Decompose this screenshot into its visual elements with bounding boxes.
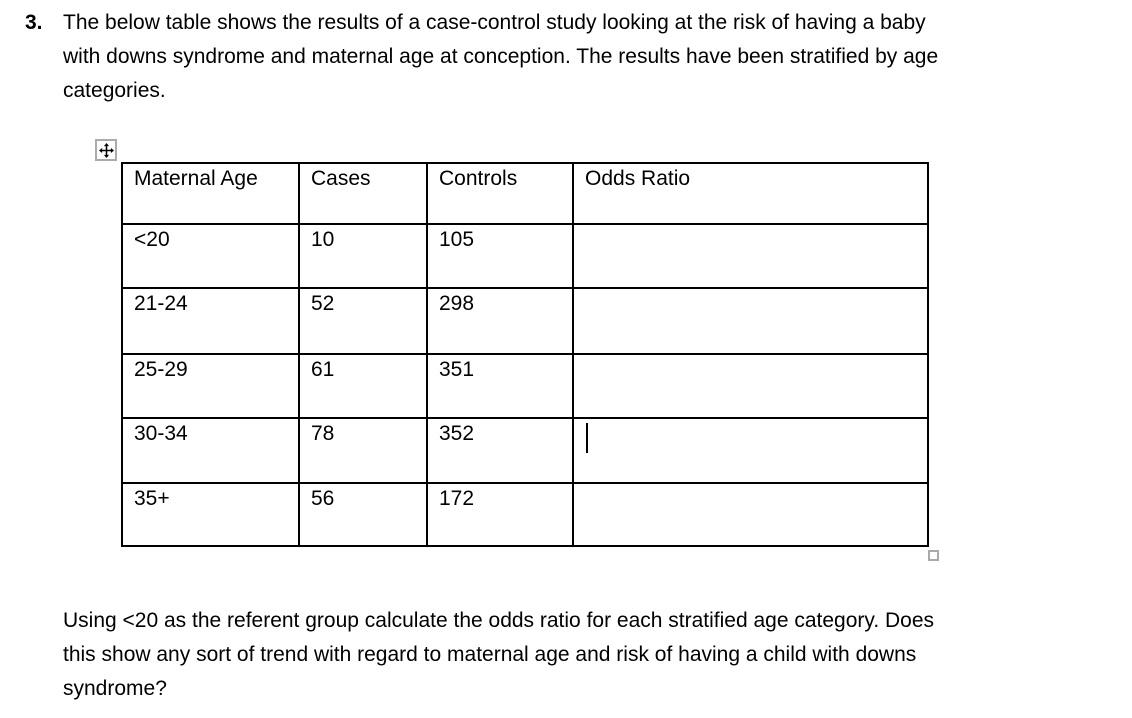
question-number: 3.	[25, 11, 43, 34]
cell-controls[interactable]: 298	[426, 287, 574, 355]
table-header-row: Maternal Age Cases Controls Odds Ratio	[121, 162, 929, 225]
cell-controls[interactable]: 105	[426, 223, 574, 289]
cell-controls[interactable]: 172	[426, 482, 574, 547]
table-row: 21-24 52 298	[121, 287, 929, 355]
question-paragraph: 3. The below table shows the results of …	[25, 6, 938, 108]
table-row: 35+ 56 172	[121, 482, 929, 547]
follow-up-question: Using <20 as the referent group calculat…	[63, 604, 934, 706]
cell-odds-ratio[interactable]	[572, 417, 929, 484]
follow-up-line[interactable]: syndrome?	[63, 677, 167, 700]
cell-controls[interactable]: 352	[426, 417, 574, 484]
table-resize-handle[interactable]	[928, 550, 939, 561]
table-row: 30-34 78 352	[121, 417, 929, 484]
text-cursor	[586, 423, 588, 453]
cell-odds-ratio[interactable]	[572, 353, 929, 419]
table-row: 25-29 61 351	[121, 353, 929, 419]
follow-up-line[interactable]: this show any sort of trend with regard …	[63, 643, 917, 666]
cell-cases[interactable]: 10	[298, 223, 428, 289]
cell-odds-ratio[interactable]	[572, 223, 929, 289]
question-text: The below table shows the results of a c…	[63, 6, 938, 108]
column-header-controls[interactable]: Controls	[426, 162, 574, 225]
cell-cases[interactable]: 52	[298, 287, 428, 355]
table-move-handle[interactable]	[95, 139, 117, 161]
case-control-table: Maternal Age Cases Controls Odds Ratio <…	[121, 162, 929, 547]
cell-maternal-age[interactable]: 21-24	[121, 287, 300, 355]
cell-cases[interactable]: 56	[298, 482, 428, 547]
follow-up-line[interactable]: Using <20 as the referent group calculat…	[63, 609, 935, 632]
cell-maternal-age[interactable]: 35+	[121, 482, 300, 547]
question-text-line[interactable]: The below table shows the results of a c…	[63, 11, 926, 34]
cell-odds-ratio[interactable]	[572, 287, 929, 355]
cell-odds-ratio[interactable]	[572, 482, 929, 547]
cell-cases[interactable]: 78	[298, 417, 428, 484]
cell-maternal-age[interactable]: <20	[121, 223, 300, 289]
column-header-maternal-age[interactable]: Maternal Age	[121, 162, 300, 225]
column-header-cases[interactable]: Cases	[298, 162, 428, 225]
cell-maternal-age[interactable]: 30-34	[121, 417, 300, 484]
cell-controls[interactable]: 351	[426, 353, 574, 419]
question-text-line[interactable]: with downs syndrome and maternal age at …	[63, 45, 939, 68]
cell-maternal-age[interactable]: 25-29	[121, 353, 300, 419]
question-text-line[interactable]: categories.	[63, 79, 166, 102]
cell-cases[interactable]: 61	[298, 353, 428, 419]
table-row: <20 10 105	[121, 223, 929, 289]
column-header-odds-ratio[interactable]: Odds Ratio	[572, 162, 929, 225]
move-icon	[98, 142, 114, 158]
